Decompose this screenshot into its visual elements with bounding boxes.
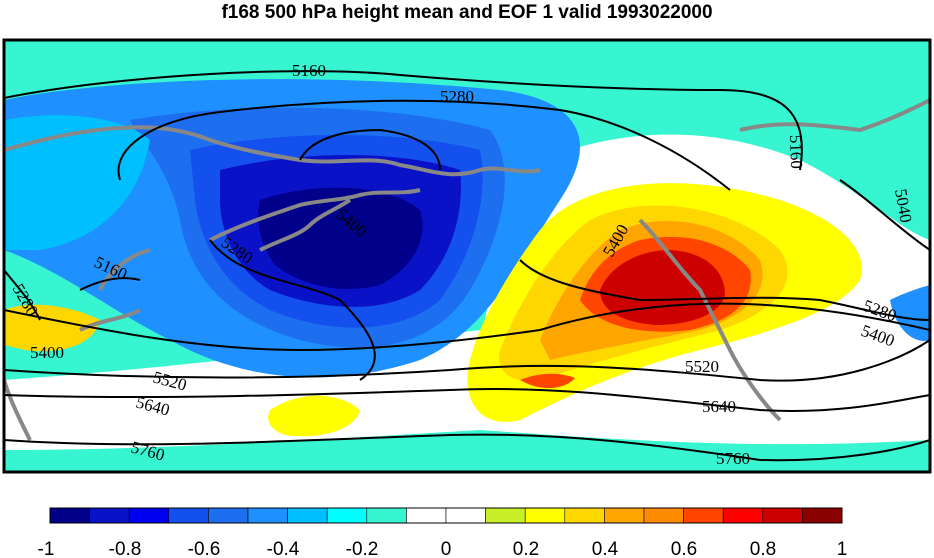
map-frame (2, 38, 932, 474)
positive-lobe-west (4, 304, 100, 352)
colorbar-tick-label: 0.4 (592, 539, 619, 558)
colorbar-tick-label: 0 (441, 539, 452, 558)
colorbar-box (643, 507, 684, 524)
colorbar-box (49, 507, 90, 524)
contour-label: 5760 (716, 449, 750, 468)
colorbar-box (445, 507, 486, 524)
colorbar-box (89, 507, 130, 524)
contour-label: 5640 (702, 397, 736, 416)
colorbar-box (287, 507, 328, 524)
colorbar-box (406, 507, 447, 524)
height-contours (4, 70, 930, 462)
colorbar-tick-label: -0.6 (188, 539, 221, 558)
colorbar-box (168, 507, 209, 524)
colorbar-box (366, 507, 407, 524)
colorbar-tick-label: 1 (837, 539, 848, 558)
colorbar-box (604, 507, 645, 524)
colorbar-tick-label: -1 (38, 539, 55, 558)
colorbar-tick-label: -0.2 (346, 539, 379, 558)
plot-title: f168 500 hPa height mean and EOF 1 valid… (221, 2, 713, 23)
colorbar-box (564, 507, 605, 524)
colorbar-frame (49, 507, 843, 524)
colorbar-box (802, 507, 843, 524)
colorbar-tick-label: -0.8 (109, 539, 142, 558)
colorbar-box (326, 507, 368, 524)
colorbar-box (722, 507, 764, 524)
contour-label: 5400 (30, 343, 64, 362)
colorbar-tick-label: -0.4 (267, 539, 300, 558)
contour-label: 5160 (292, 61, 326, 80)
colorbar-tick-label: 0.2 (513, 539, 539, 558)
coastlines (4, 98, 930, 441)
colorbar-box (762, 507, 803, 524)
map-plot: 5160 5280 5400 5520 5640 5760 5040 5160 … (2, 38, 932, 474)
positive-lobe-small (520, 373, 575, 389)
colorbar-box (683, 507, 724, 524)
colorbar-boxes (49, 507, 843, 524)
colorbar-box (524, 507, 566, 524)
contour-label: 5520 (685, 357, 719, 376)
positive-lobe-core (600, 250, 725, 325)
colorbar-tick-label: 0.8 (750, 539, 776, 558)
colorbar-tick-label: 0.6 (671, 539, 697, 558)
negative-lobe-west (4, 115, 150, 251)
positive-lobe-south (268, 395, 360, 437)
contour-label: 5280 (440, 87, 474, 106)
negative-lobe-core (258, 187, 423, 289)
contour-label: 5160 (786, 134, 806, 169)
colorbar-box (128, 507, 170, 524)
colorbar-box (208, 507, 249, 524)
colorbar-box (247, 507, 288, 524)
colorbar-box (485, 507, 526, 524)
contour-labels: 5160 5280 5400 5520 5640 5760 5040 5160 … (9, 61, 916, 468)
